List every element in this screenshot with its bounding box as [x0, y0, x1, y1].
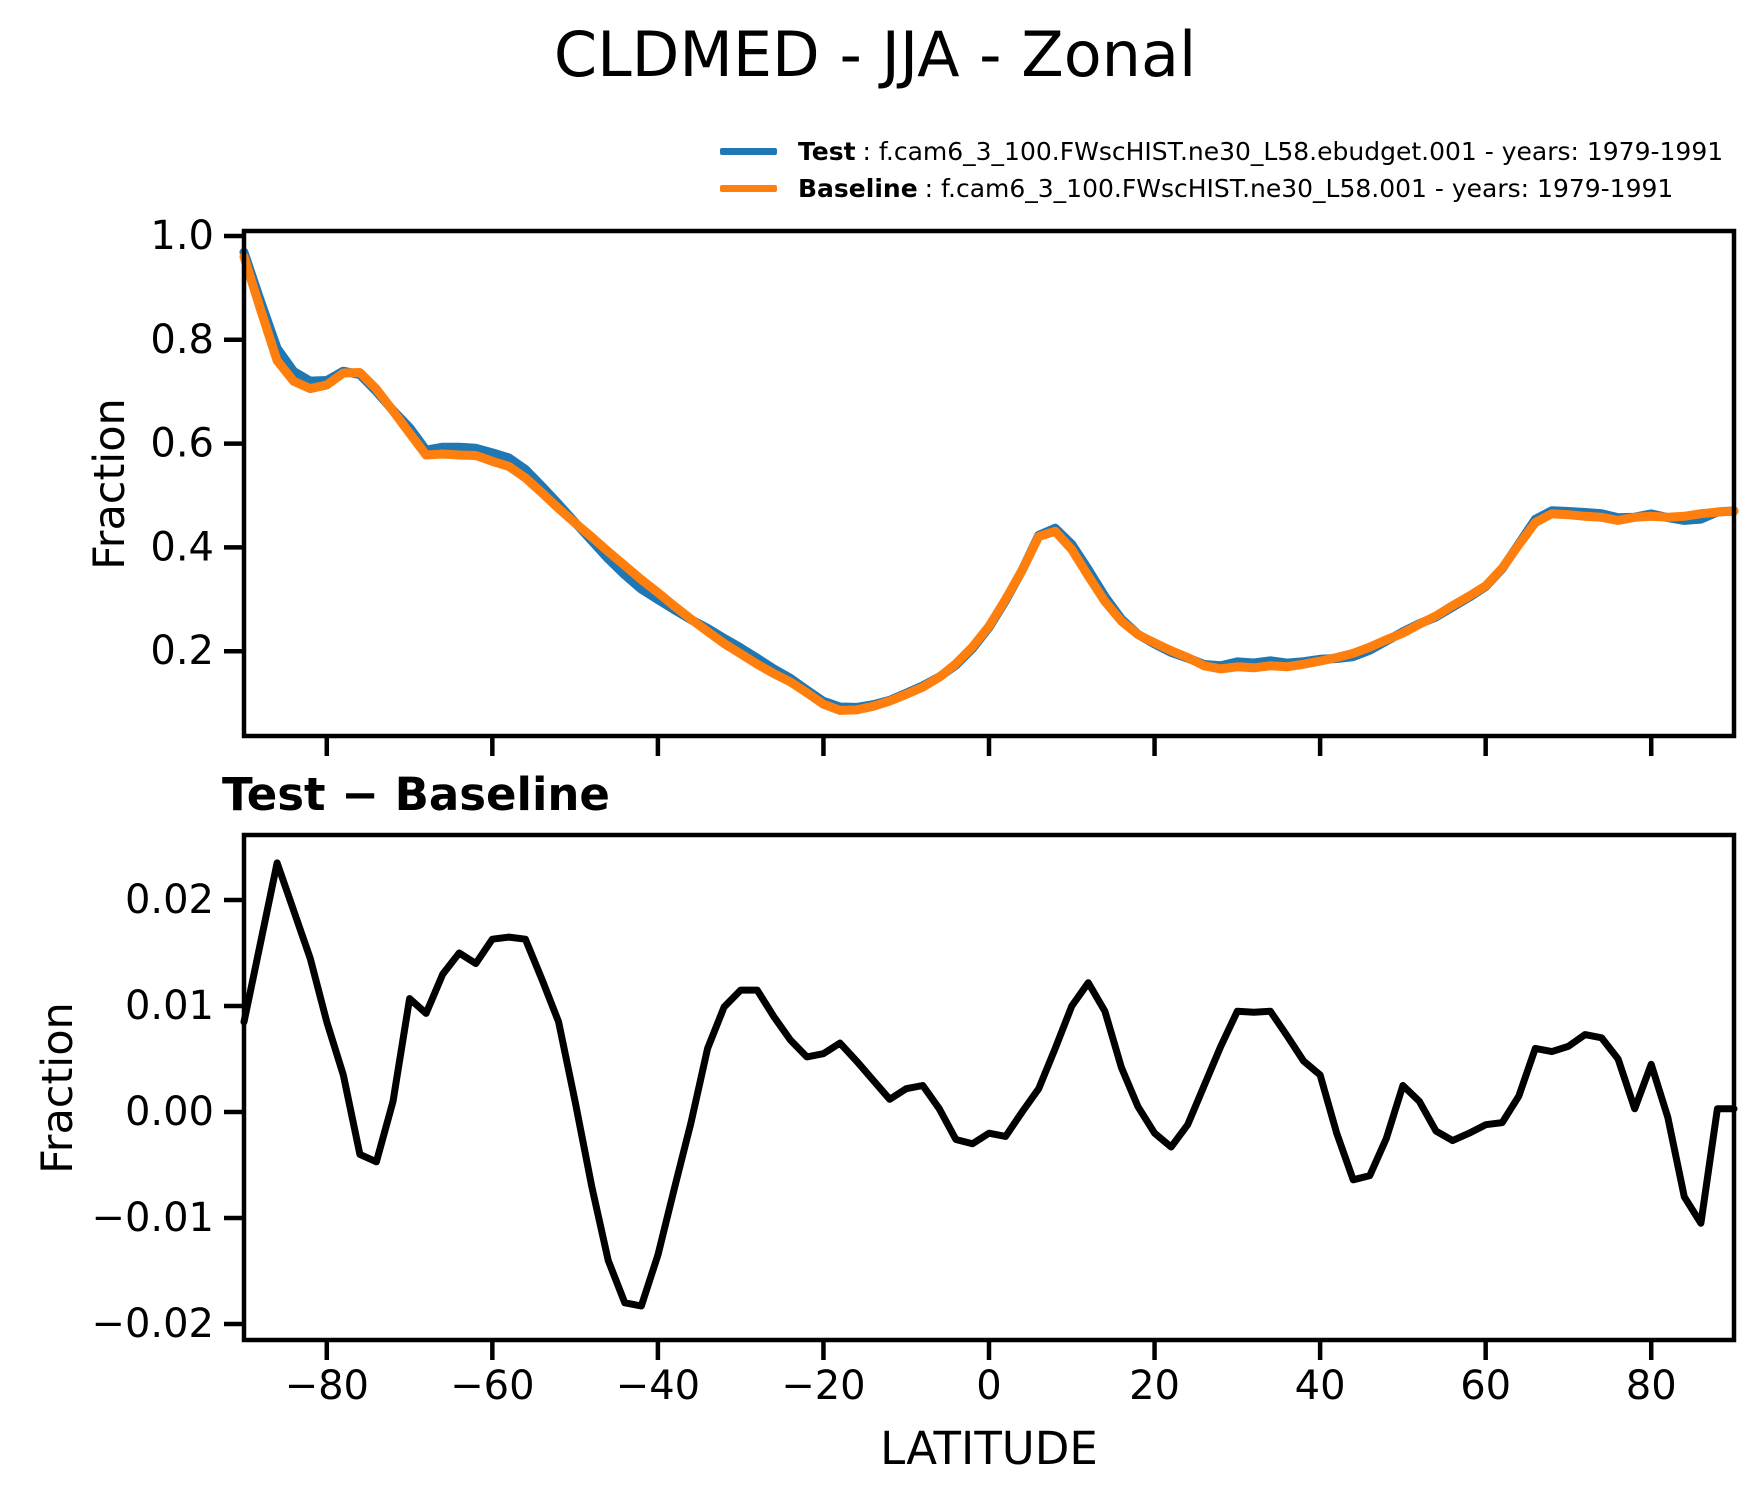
figure-title: CLDMED - JJA - Zonal — [553, 18, 1197, 91]
x-tick-label: −80 — [285, 1363, 369, 1409]
legend-test-label: Test — [798, 137, 856, 166]
legend: Test : f.cam6_3_100.FWscHIST.ne30_L58.eb… — [720, 133, 1723, 207]
legend-item-baseline: Baseline : f.cam6_3_100.FWscHIST.ne30_L5… — [720, 170, 1723, 207]
x-tick-label: 0 — [976, 1363, 1001, 1409]
y-tick-label: −0.01 — [91, 1195, 214, 1241]
x-tick-label: −60 — [450, 1363, 534, 1409]
series-test-line — [239, 247, 1739, 712]
y-tick-label: 0.4 — [150, 524, 214, 570]
diff-panel-title: Test − Baseline — [222, 768, 610, 821]
legend-test-desc: : f.cam6_3_100.FWscHIST.ne30_L58.ebudget… — [862, 137, 1724, 166]
x-tick-label: 60 — [1460, 1363, 1511, 1409]
series-test-baseline-line — [240, 859, 1738, 1310]
legend-baseline-desc: : f.cam6_3_100.FWscHIST.ne30_L58.001 - y… — [924, 174, 1674, 203]
x-axis-label: LATITUDE — [880, 1422, 1098, 1475]
legend-baseline-label: Baseline — [798, 174, 918, 203]
test-line-swatch — [720, 148, 777, 155]
x-tick-label: 40 — [1295, 1363, 1346, 1409]
y-tick-label: 0.02 — [125, 877, 214, 923]
x-tick-label: −20 — [781, 1363, 865, 1409]
x-tick-label: −40 — [616, 1363, 700, 1409]
y-tick-label: 0.00 — [125, 1089, 214, 1135]
y-tick-label: 0.2 — [150, 628, 214, 674]
x-tick-label: 80 — [1626, 1363, 1677, 1409]
y-tick-label: −0.02 — [91, 1301, 214, 1347]
series-baseline-line — [239, 252, 1739, 715]
legend-item-test: Test : f.cam6_3_100.FWscHIST.ne30_L58.eb… — [720, 133, 1723, 170]
y-tick-label: 0.8 — [150, 317, 214, 363]
x-tick-label: 20 — [1129, 1363, 1180, 1409]
baseline-line-swatch — [720, 185, 777, 192]
y-tick-label: 0.6 — [150, 421, 214, 467]
y-tick-label: 1.0 — [150, 213, 214, 259]
y-tick-label: 0.01 — [125, 983, 214, 1029]
panel1-frame — [241, 228, 1737, 739]
panel2-frame — [241, 832, 1737, 1343]
